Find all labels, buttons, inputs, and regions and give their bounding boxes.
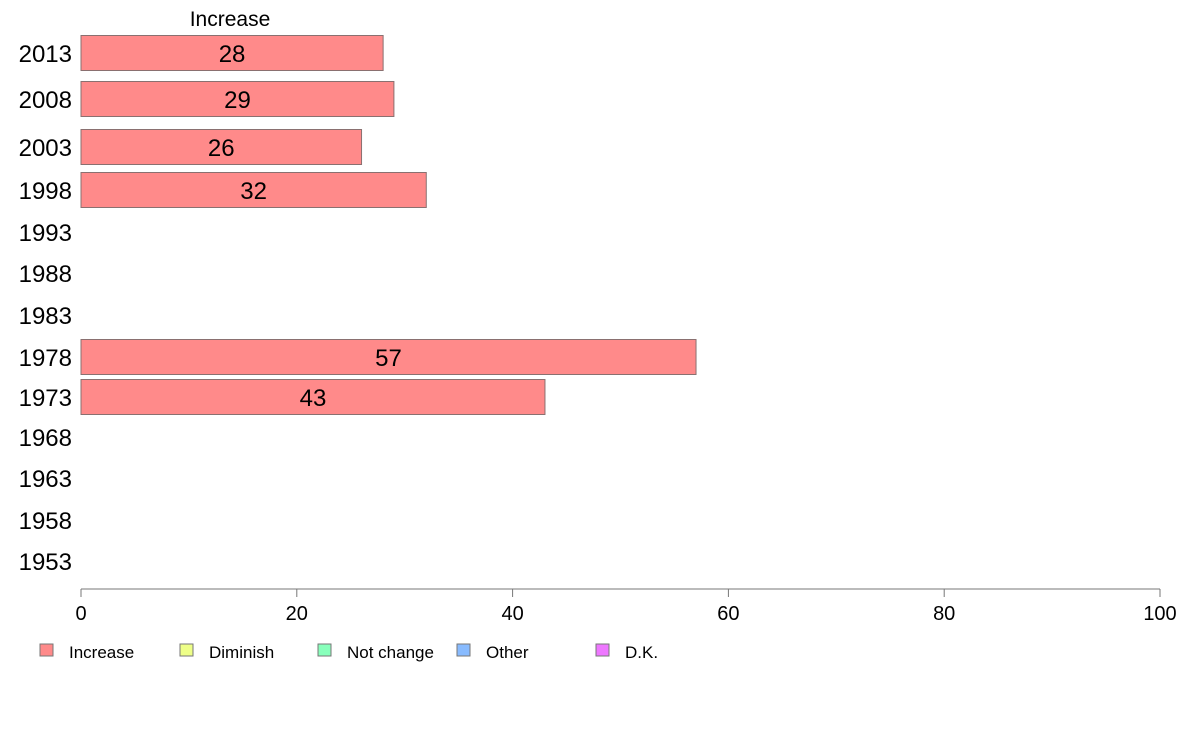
year-label-1963: 1963 (19, 466, 72, 493)
year-label-2003: 2003 (19, 135, 72, 162)
bar-2013 (80, 35, 384, 71)
legend-label-0: Increase (69, 643, 134, 662)
bar-value-label-1978: 57 (375, 345, 402, 372)
legend-swatch-4 (595, 643, 610, 657)
bar-value-label-2008: 29 (224, 87, 251, 114)
bar-2003 (80, 129, 363, 165)
year-label-1998: 1998 (19, 178, 72, 205)
x-tick-label-100: 100 (1143, 603, 1176, 625)
bar-1998 (80, 172, 427, 208)
year-label-1983: 1983 (19, 303, 72, 330)
legend-label-1: Diminish (209, 643, 274, 662)
x-tick-label-20: 20 (286, 603, 308, 625)
year-label-2013: 2013 (19, 41, 72, 68)
bar-value-label-2003: 26 (208, 135, 235, 162)
year-label-2008: 2008 (19, 87, 72, 114)
bar-value-label-2013: 28 (219, 41, 246, 68)
bar-1973 (80, 379, 546, 415)
x-tick-label-0: 0 (75, 603, 86, 625)
year-label-1978: 1978 (19, 345, 72, 372)
year-label-1968: 1968 (19, 425, 72, 452)
legend: Increase Diminish Not change Other D.K. (39, 643, 658, 662)
x-tick-label-60: 60 (717, 603, 739, 625)
bar-2008 (80, 81, 395, 117)
series-title: Increase (190, 8, 271, 31)
x-tick-label-40: 40 (501, 603, 523, 625)
legend-label-3: Other (486, 643, 529, 662)
legend-label-4: D.K. (625, 643, 658, 662)
legend-swatch-2 (317, 643, 332, 657)
legend-swatch-0 (39, 643, 54, 657)
bar-value-label-1998: 32 (240, 178, 267, 205)
x-axis: 0 20 40 60 80 100 (75, 588, 1177, 625)
legend-swatch-3 (456, 643, 471, 657)
year-label-1988: 1988 (19, 261, 72, 288)
year-label-1993: 1993 (19, 220, 72, 247)
bar-value-label-1973: 43 (300, 385, 327, 412)
year-label-1973: 1973 (19, 385, 72, 412)
bar-1978 (80, 339, 697, 375)
x-tick-label-80: 80 (933, 603, 955, 625)
year-label-1958: 1958 (19, 508, 72, 535)
year-label-1953: 1953 (19, 549, 72, 576)
legend-swatch-1 (179, 643, 194, 657)
legend-label-2: Not change (347, 643, 434, 662)
year-labels: 2013 2008 2003 1998 1993 1988 1983 1978 1973 1968… (19, 41, 72, 576)
